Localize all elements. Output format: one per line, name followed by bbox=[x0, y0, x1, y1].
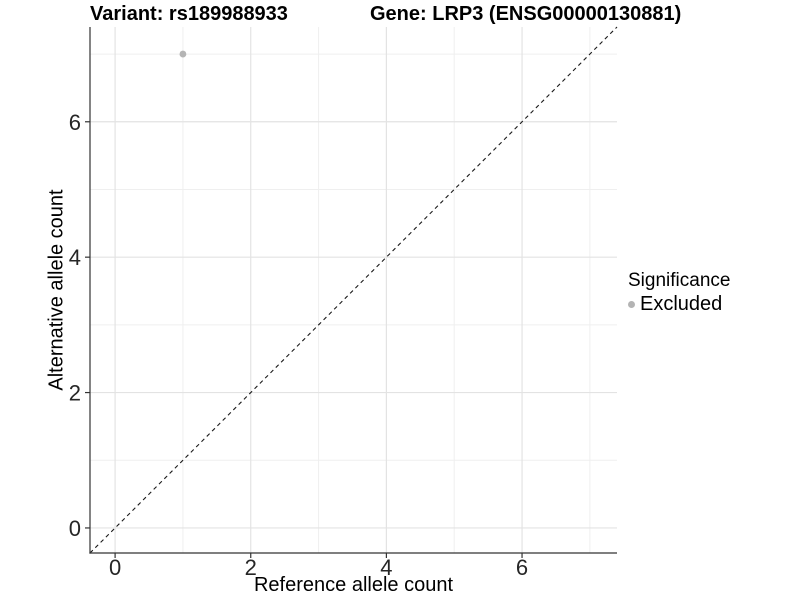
y-tick-label: 6 bbox=[69, 110, 81, 135]
legend-item-excluded: Excluded bbox=[628, 293, 730, 315]
x-tick-label: 4 bbox=[380, 555, 392, 580]
identity-reference-line bbox=[89, 26, 618, 554]
data-point bbox=[179, 50, 187, 58]
y-tick-label: 0 bbox=[69, 516, 81, 541]
legend-entry-label: Excluded bbox=[640, 293, 723, 315]
y-tick-label: 2 bbox=[69, 381, 81, 406]
x-axis-title: Reference allele count bbox=[253, 574, 453, 596]
legend-title: Significance bbox=[628, 270, 731, 291]
plot-title-gene: Gene: LRP3 (ENSG00000130881) bbox=[370, 3, 682, 25]
legend-circle-marker-icon bbox=[628, 300, 635, 308]
x-tick-label: 2 bbox=[245, 555, 257, 580]
y-tick-label: 4 bbox=[69, 245, 81, 270]
x-tick-label: 0 bbox=[109, 555, 121, 580]
legend: Significance Excluded bbox=[628, 270, 730, 315]
plot-title-variant: Variant: rs189988933 bbox=[90, 3, 288, 25]
y-axis-title: Alternative allele count bbox=[45, 189, 68, 391]
x-tick-label: 6 bbox=[516, 555, 528, 580]
